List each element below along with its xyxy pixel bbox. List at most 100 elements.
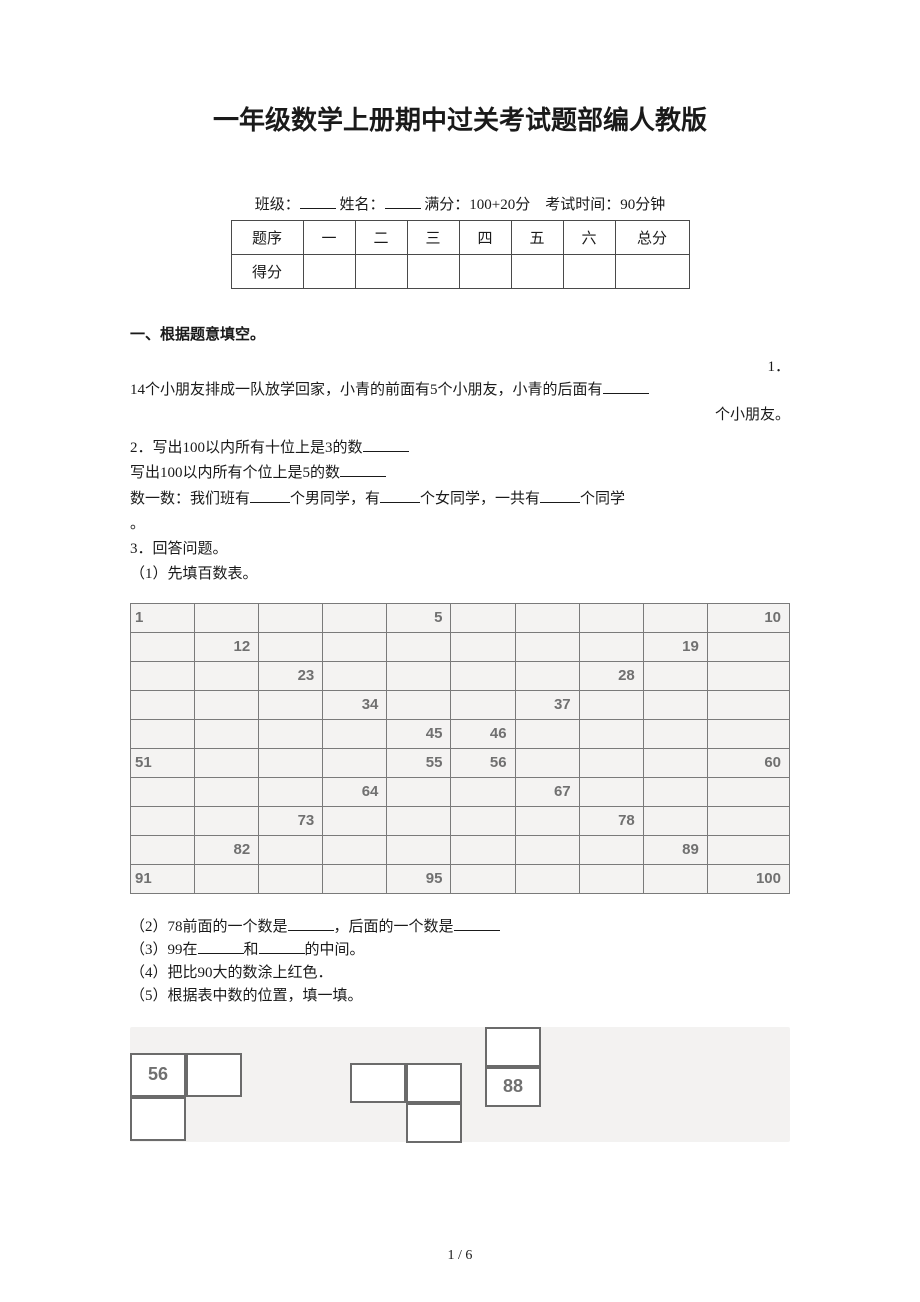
hundred-cell[interactable]: [195, 661, 259, 690]
hundred-cell[interactable]: [515, 632, 579, 661]
score-cell[interactable]: [459, 255, 511, 289]
hundred-cell[interactable]: [643, 864, 707, 893]
hundred-cell[interactable]: [195, 806, 259, 835]
hundred-cell[interactable]: [195, 864, 259, 893]
box-empty[interactable]: [406, 1063, 462, 1103]
hundred-cell[interactable]: [259, 632, 323, 661]
score-cell[interactable]: [355, 255, 407, 289]
hundred-cell[interactable]: [195, 777, 259, 806]
hundred-cell[interactable]: [323, 864, 387, 893]
hundred-cell[interactable]: [515, 719, 579, 748]
hundred-cell[interactable]: [131, 806, 195, 835]
hundred-cell[interactable]: [323, 748, 387, 777]
q1-blank[interactable]: [603, 393, 649, 394]
score-cell[interactable]: [511, 255, 563, 289]
hundred-cell[interactable]: [579, 748, 643, 777]
hundred-cell[interactable]: [707, 835, 789, 864]
box-empty[interactable]: [186, 1053, 242, 1097]
hundred-cell[interactable]: [131, 835, 195, 864]
hundred-cell[interactable]: [259, 748, 323, 777]
class-blank[interactable]: [300, 208, 336, 209]
hundred-cell[interactable]: [387, 777, 451, 806]
box-empty[interactable]: [406, 1103, 462, 1143]
hundred-cell[interactable]: [323, 661, 387, 690]
hundred-cell[interactable]: [323, 603, 387, 632]
hundred-cell[interactable]: [259, 777, 323, 806]
hundred-cell[interactable]: [259, 864, 323, 893]
q2-blank1[interactable]: [363, 451, 409, 452]
q2-blank3[interactable]: [250, 502, 290, 503]
hundred-cell[interactable]: [643, 748, 707, 777]
q3-2-blank1[interactable]: [288, 930, 334, 931]
hundred-cell[interactable]: [387, 835, 451, 864]
hundred-cell[interactable]: [131, 777, 195, 806]
hundred-cell[interactable]: [515, 864, 579, 893]
hundred-cell[interactable]: [451, 777, 515, 806]
hundred-cell[interactable]: [451, 690, 515, 719]
hundred-cell[interactable]: [707, 777, 789, 806]
hundred-cell[interactable]: [323, 806, 387, 835]
hundred-cell[interactable]: [643, 603, 707, 632]
hundred-cell[interactable]: [131, 690, 195, 719]
score-cell[interactable]: [303, 255, 355, 289]
score-cell[interactable]: [563, 255, 615, 289]
hundred-cell[interactable]: [643, 806, 707, 835]
hundred-cell[interactable]: [387, 632, 451, 661]
hundred-cell[interactable]: [451, 864, 515, 893]
hundred-cell[interactable]: [579, 835, 643, 864]
hundred-cell[interactable]: [643, 661, 707, 690]
box-empty[interactable]: [130, 1097, 186, 1141]
box-empty[interactable]: [350, 1063, 406, 1103]
hundred-cell[interactable]: [579, 719, 643, 748]
hundred-cell[interactable]: [451, 603, 515, 632]
box-empty[interactable]: [485, 1027, 541, 1067]
hundred-cell[interactable]: [195, 748, 259, 777]
hundred-cell[interactable]: [515, 661, 579, 690]
hundred-cell[interactable]: [707, 806, 789, 835]
hundred-cell[interactable]: [579, 690, 643, 719]
hundred-cell[interactable]: [131, 719, 195, 748]
hundred-cell[interactable]: [131, 632, 195, 661]
hundred-cell[interactable]: [579, 603, 643, 632]
hundred-cell[interactable]: [195, 690, 259, 719]
hundred-cell[interactable]: [707, 661, 789, 690]
q3-3-blank2[interactable]: [259, 953, 305, 954]
hundred-cell[interactable]: [643, 719, 707, 748]
hundred-cell[interactable]: [515, 748, 579, 777]
q2-blank4[interactable]: [380, 502, 420, 503]
q3-2-blank2[interactable]: [454, 930, 500, 931]
hundred-cell[interactable]: [387, 690, 451, 719]
hundred-cell[interactable]: [451, 835, 515, 864]
hundred-cell[interactable]: [515, 835, 579, 864]
hundred-cell[interactable]: [259, 835, 323, 864]
hundred-cell[interactable]: [707, 719, 789, 748]
hundred-cell[interactable]: [451, 806, 515, 835]
name-blank[interactable]: [385, 208, 421, 209]
score-cell-total[interactable]: [615, 255, 689, 289]
hundred-cell[interactable]: [259, 603, 323, 632]
hundred-cell[interactable]: [131, 661, 195, 690]
hundred-cell[interactable]: [579, 632, 643, 661]
hundred-cell[interactable]: [387, 806, 451, 835]
hundred-cell[interactable]: [515, 806, 579, 835]
score-cell[interactable]: [407, 255, 459, 289]
q2-blank2[interactable]: [340, 476, 386, 477]
hundred-cell[interactable]: [323, 632, 387, 661]
hundred-cell[interactable]: [323, 835, 387, 864]
hundred-cell[interactable]: [643, 777, 707, 806]
hundred-cell[interactable]: [707, 690, 789, 719]
hundred-cell[interactable]: [195, 603, 259, 632]
hundred-cell[interactable]: [387, 661, 451, 690]
q2-blank5[interactable]: [540, 502, 580, 503]
hundred-cell[interactable]: [643, 690, 707, 719]
hundred-cell[interactable]: [707, 632, 789, 661]
hundred-cell[interactable]: [259, 719, 323, 748]
hundred-cell[interactable]: [323, 719, 387, 748]
hundred-cell[interactable]: [451, 661, 515, 690]
hundred-cell[interactable]: [515, 603, 579, 632]
hundred-cell[interactable]: [579, 777, 643, 806]
q3-3-blank1[interactable]: [198, 953, 244, 954]
hundred-cell[interactable]: [259, 690, 323, 719]
hundred-cell[interactable]: [451, 632, 515, 661]
hundred-cell[interactable]: [579, 864, 643, 893]
